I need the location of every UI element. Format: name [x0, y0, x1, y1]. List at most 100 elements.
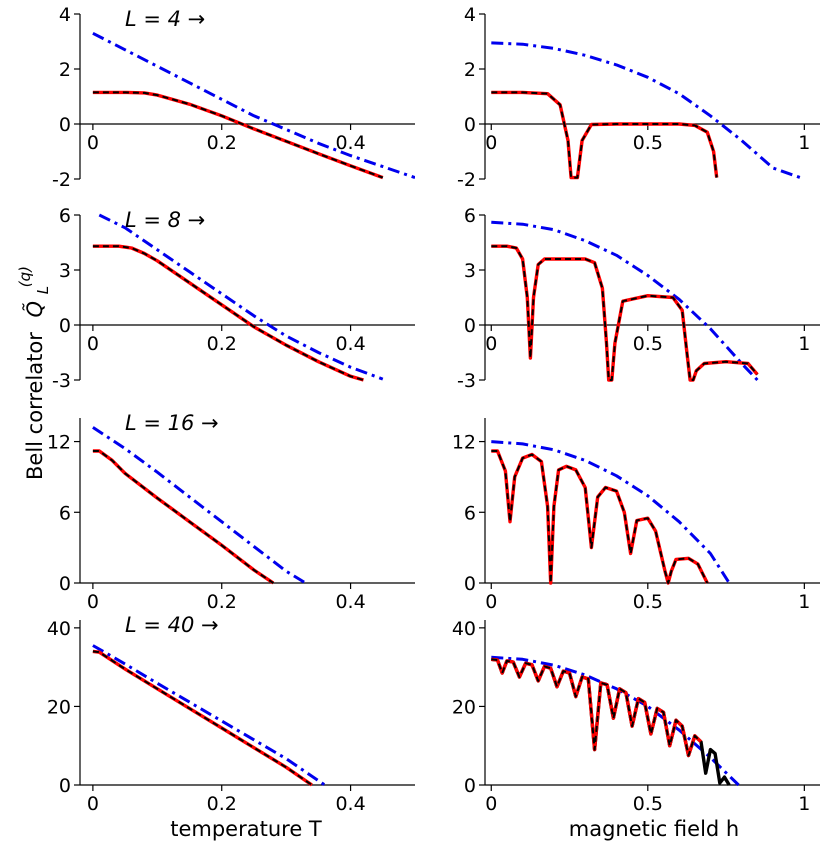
y-tick-label: -2 [457, 169, 476, 191]
panel-2: -3 0 3 6 0 0.2 0.4 L = 8 → [52, 205, 415, 392]
x-tick-label: 0.4 [335, 591, 365, 613]
y-tick-label: 2 [59, 59, 71, 81]
x-tick-label: 0.5 [633, 132, 663, 154]
size-annotation: L = 40 → [125, 613, 219, 637]
y-tick-label: -3 [457, 370, 476, 392]
panel-3: -3 0 3 6 0 0.5 1 [457, 205, 820, 392]
y-tick-label: -3 [52, 370, 71, 392]
y-tick-label: 3 [464, 260, 476, 282]
series-line-2 [92, 245, 364, 381]
series-line-2 [491, 450, 709, 584]
series-line-0 [92, 644, 326, 787]
series-line-0 [491, 655, 740, 787]
y-axis-label: Bell correlator Q̃ L (q) [16, 266, 53, 480]
x-tick-label: 0 [87, 333, 99, 355]
series-group [92, 644, 326, 787]
x-tick-label: 0.5 [633, 333, 663, 355]
x-tick-label: 0 [485, 591, 497, 613]
y-tick-label: 20 [47, 696, 71, 718]
series-line-0 [92, 426, 307, 585]
x-tick-label: 1 [798, 132, 810, 154]
series-group [491, 220, 759, 382]
y-tick-label: 4 [464, 4, 476, 26]
panel-1: -2 0 2 4 0 0.5 1 [457, 4, 820, 191]
y-tick-label: 6 [464, 502, 476, 524]
x-axis-label-magnetic-field: magnetic field h [569, 817, 739, 841]
series-line-3 [491, 658, 702, 757]
series-line-0 [92, 31, 415, 180]
y-tick-label: 0 [464, 573, 476, 595]
x-tick-label: 0 [87, 591, 99, 613]
series-line-0 [98, 213, 384, 381]
x-tick-label: 0.2 [207, 333, 237, 355]
y-tick-label: 20 [452, 696, 476, 718]
x-tick-label: 1 [798, 333, 810, 355]
y-axis-label-symbol: Q̃ [22, 301, 47, 318]
x-tick-label: 0.2 [207, 793, 237, 815]
series-line-1 [92, 649, 313, 787]
y-axis-label-subscript: L [34, 286, 52, 294]
panel-6: 0 20 40 0 0.2 0.4 L = 40 → [47, 613, 415, 815]
x-tick-label: 0 [87, 793, 99, 815]
y-tick-label: 4 [59, 4, 71, 26]
x-tick-label: 1 [798, 591, 810, 613]
x-tick-label: 0 [485, 132, 497, 154]
panel-7: 0 20 40 0 0.5 1 [452, 618, 820, 815]
series-line-1 [491, 244, 759, 382]
series-group [92, 426, 307, 585]
x-axis-label-temperature: temperature T [170, 817, 322, 841]
y-tick-label: 0 [59, 775, 71, 797]
series-group [491, 440, 731, 585]
y-tick-label: -2 [52, 169, 71, 191]
y-tick-label: 40 [47, 618, 71, 640]
y-tick-label: 12 [452, 432, 476, 454]
y-tick-label: 2 [464, 59, 476, 81]
y-axis-label-superscript: (q) [16, 266, 34, 287]
size-annotation: L = 16 → [125, 411, 219, 435]
series-group [491, 41, 805, 181]
size-annotation: L = 8 → [125, 208, 205, 232]
y-tick-label: 0 [59, 573, 71, 595]
x-tick-label: 0 [485, 793, 497, 815]
y-axis-label-text: Bell correlator [23, 332, 47, 480]
series-line-2 [92, 91, 384, 179]
y-tick-label: 40 [452, 618, 476, 640]
panel-0: -2 0 2 4 0 0.2 0.4 L = 4 → [52, 4, 415, 191]
series-group [92, 213, 384, 382]
y-tick-label: 0 [464, 315, 476, 337]
series-line-0 [491, 41, 805, 181]
series-line-2 [491, 245, 759, 381]
series-line-2 [491, 91, 718, 179]
size-annotation: L = 4 → [125, 7, 205, 31]
x-tick-label: 0.2 [207, 591, 237, 613]
x-tick-label: 0.2 [207, 132, 237, 154]
series-line-1 [491, 90, 719, 180]
y-tick-label: 6 [59, 205, 71, 227]
x-tick-label: 0.4 [335, 333, 365, 355]
panel-4: 0 6 12 0 0.2 0.4 L = 16 → [47, 411, 415, 613]
series-line-0 [491, 440, 731, 584]
x-tick-label: 0.5 [633, 793, 663, 815]
x-tick-label: 0 [87, 132, 99, 154]
series-group [92, 31, 415, 180]
x-tick-label: 0 [485, 333, 497, 355]
series-line-1 [92, 244, 364, 382]
series-line-1 [491, 657, 731, 786]
series-line-2 [92, 450, 274, 584]
y-tick-label: 0 [464, 114, 476, 136]
y-tick-label: 0 [59, 315, 71, 337]
y-tick-label: 12 [47, 432, 71, 454]
x-tick-label: 0.4 [335, 793, 365, 815]
x-tick-label: 0.5 [633, 591, 663, 613]
y-tick-label: 6 [59, 502, 71, 524]
x-tick-label: 1 [798, 793, 810, 815]
y-tick-label: 6 [464, 205, 476, 227]
x-tick-label: 0.4 [335, 132, 365, 154]
y-tick-label: 0 [464, 775, 476, 797]
y-tick-label: 0 [59, 114, 71, 136]
series-line-2 [92, 650, 313, 786]
y-tick-label: 3 [59, 260, 71, 282]
series-group [491, 655, 740, 787]
